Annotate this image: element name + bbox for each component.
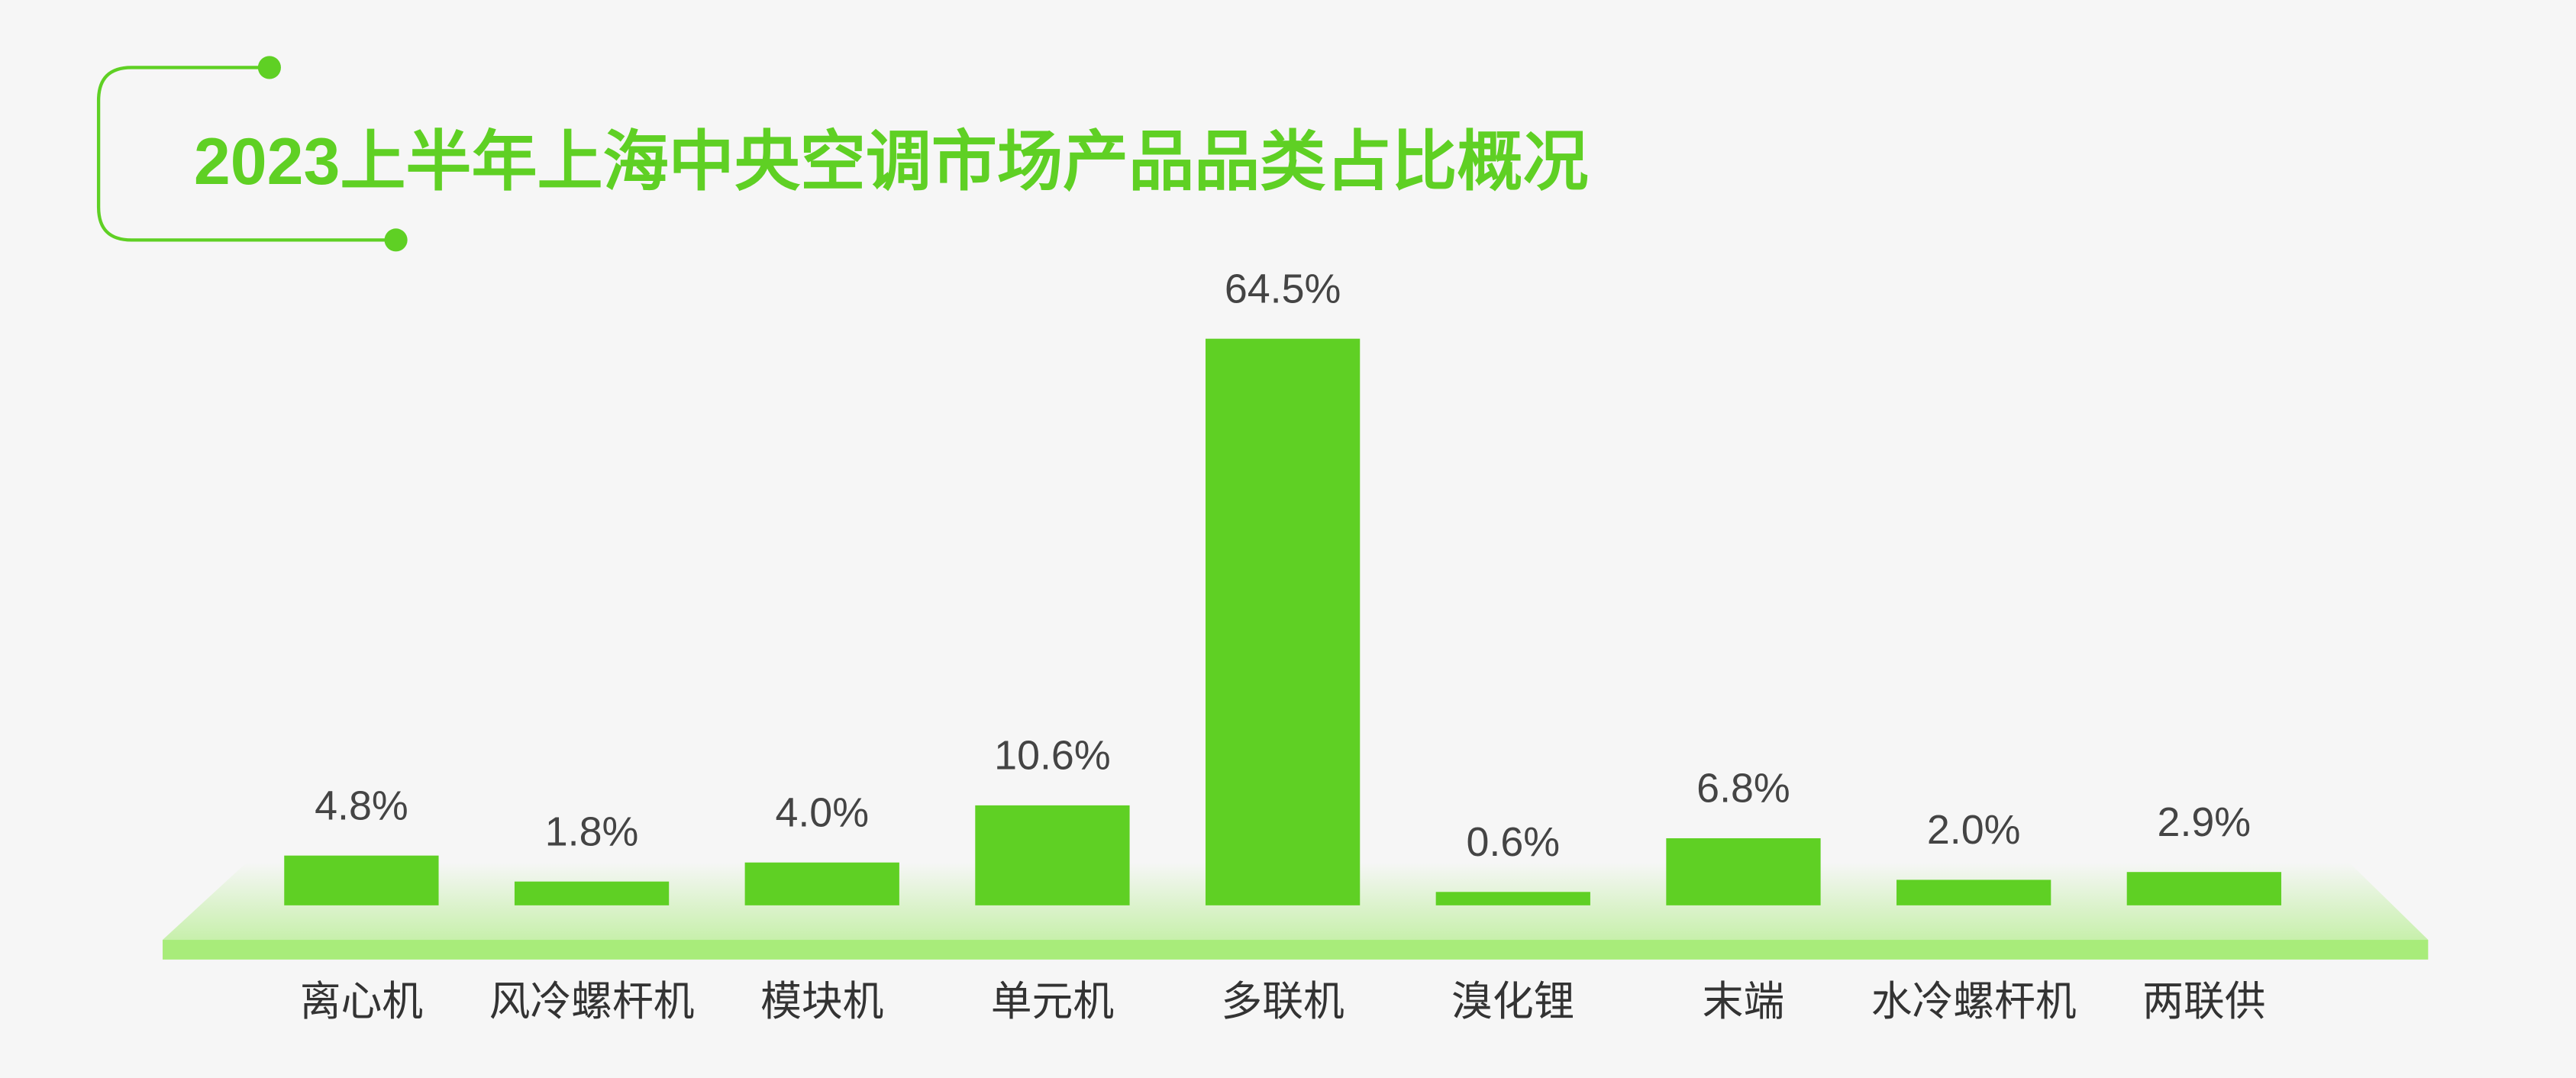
value-label: 64.5% (1225, 266, 1341, 311)
x-tick-label: 单元机 (991, 979, 1114, 1025)
bar (1435, 892, 1590, 905)
x-tick-label: 溴化锂 (1451, 979, 1574, 1025)
value-label: 0.6% (1466, 819, 1560, 865)
title-decoration (96, 56, 408, 252)
x-tick-label: 末端 (1703, 979, 1785, 1025)
bar (1896, 880, 2051, 905)
x-tick-label: 水冷螺杆机 (1871, 979, 2077, 1025)
x-tick-label: 两联供 (2142, 979, 2265, 1025)
bar (975, 805, 1130, 905)
value-label: 4.8% (315, 783, 408, 828)
value-label: 2.0% (1927, 807, 2021, 853)
value-label: 2.9% (2158, 799, 2252, 845)
bar (1205, 338, 1361, 905)
value-label: 6.8% (1696, 766, 1790, 812)
bar (1666, 838, 1821, 905)
bar (744, 862, 899, 905)
bar (2126, 872, 2281, 905)
x-tick-label: 离心机 (300, 979, 423, 1025)
value-label: 10.6% (994, 733, 1111, 779)
value-label: 4.0% (775, 789, 869, 835)
bar (284, 855, 439, 905)
x-tick-label: 模块机 (760, 979, 883, 1025)
x-tick-label: 多联机 (1221, 979, 1344, 1025)
chart-title: 2023上半年上海中央空调市场产品品类占比概况 (194, 125, 1589, 198)
value-label: 1.8% (545, 808, 639, 854)
x-tick-label: 风冷螺杆机 (489, 979, 695, 1025)
bar (514, 881, 670, 905)
